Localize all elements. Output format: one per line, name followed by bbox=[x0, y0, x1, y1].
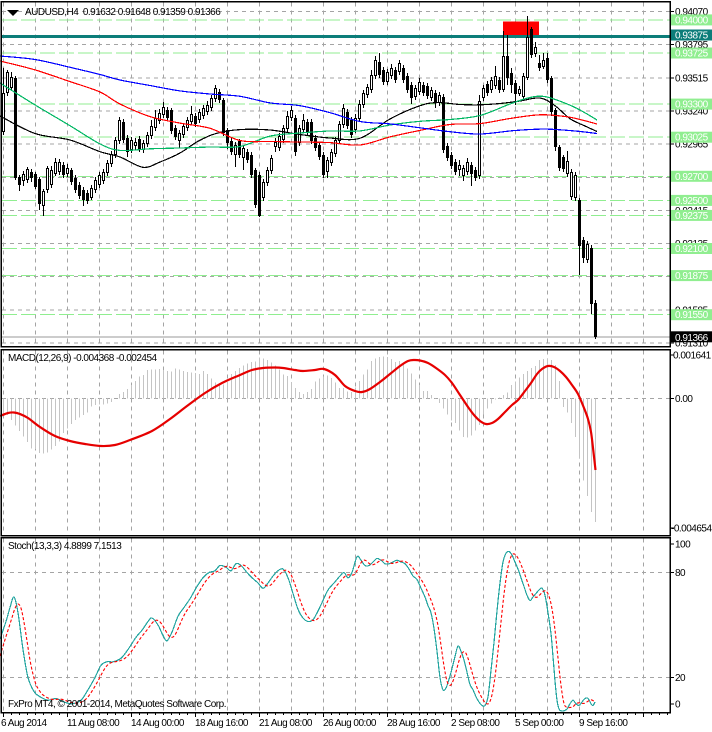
svg-text:2 Sep 08:00: 2 Sep 08:00 bbox=[451, 718, 500, 729]
svg-text:0.93875: 0.93875 bbox=[675, 31, 709, 42]
svg-text:0.92375: 0.92375 bbox=[675, 211, 709, 222]
svg-text:FxPro MT4, © 2001-2014, MetaQu: FxPro MT4, © 2001-2014, MetaQuotes Softw… bbox=[8, 699, 226, 710]
svg-text:-0.004654: -0.004654 bbox=[671, 523, 712, 534]
svg-text:100: 100 bbox=[675, 540, 691, 551]
svg-text:0.91550: 0.91550 bbox=[675, 310, 709, 321]
svg-text:26 Aug 00:00: 26 Aug 00:00 bbox=[323, 718, 377, 729]
svg-text:0.93725: 0.93725 bbox=[675, 49, 709, 60]
svg-text:21 Aug 08:00: 21 Aug 08:00 bbox=[259, 718, 313, 729]
svg-text:9 Sep 16:00: 9 Sep 16:00 bbox=[579, 718, 628, 729]
svg-text:0.93300: 0.93300 bbox=[675, 100, 709, 111]
svg-text:AUDUSD,H4 0.91632 0.91648 0.9: AUDUSD,H4 0.91632 0.91648 0.91359 0.9136… bbox=[25, 7, 221, 18]
svg-text:14 Aug 00:00: 14 Aug 00:00 bbox=[131, 718, 185, 729]
svg-text:11 Aug 08:00: 11 Aug 08:00 bbox=[67, 718, 120, 729]
svg-text:0: 0 bbox=[675, 700, 681, 711]
svg-text:18 Aug 16:00: 18 Aug 16:00 bbox=[195, 718, 249, 729]
svg-text:0.92965: 0.92965 bbox=[675, 140, 709, 151]
svg-text:6 Aug 2014: 6 Aug 2014 bbox=[1, 718, 48, 729]
svg-text:0.93240: 0.93240 bbox=[675, 106, 709, 117]
svg-text:0.92700: 0.92700 bbox=[675, 172, 709, 183]
svg-text:MACD(12,26,9) -0.004368 -0.002: MACD(12,26,9) -0.004368 -0.002454 bbox=[8, 353, 158, 364]
svg-text:0.00: 0.00 bbox=[675, 394, 693, 405]
svg-text:80: 80 bbox=[675, 568, 686, 579]
svg-text:0.91366: 0.91366 bbox=[675, 333, 709, 344]
svg-text:5 Sep 00:00: 5 Sep 00:00 bbox=[515, 718, 564, 729]
svg-text:0.91310: 0.91310 bbox=[675, 339, 709, 350]
svg-text:0.93025: 0.93025 bbox=[675, 133, 709, 144]
svg-text:0.94070: 0.94070 bbox=[675, 7, 709, 18]
svg-text:0.93795: 0.93795 bbox=[675, 40, 709, 51]
svg-text:0.93515: 0.93515 bbox=[675, 73, 709, 84]
svg-text:0.001641: 0.001641 bbox=[673, 351, 712, 362]
svg-text:Stoch(13,3,3) 4.8899 7.1513: Stoch(13,3,3) 4.8899 7.1513 bbox=[8, 541, 122, 552]
svg-text:0.92500: 0.92500 bbox=[675, 196, 709, 207]
svg-text:0.92100: 0.92100 bbox=[675, 244, 709, 255]
svg-text:0.94000: 0.94000 bbox=[675, 15, 709, 26]
svg-text:28 Aug 16:00: 28 Aug 16:00 bbox=[387, 718, 441, 729]
svg-text:0.91875: 0.91875 bbox=[675, 271, 709, 282]
svg-text:20: 20 bbox=[675, 673, 686, 684]
